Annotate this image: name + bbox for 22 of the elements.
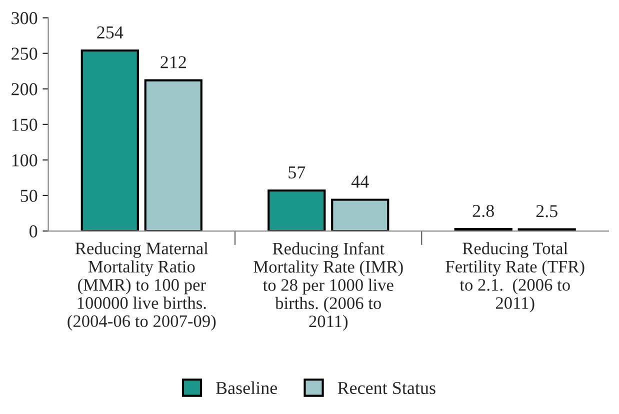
data-label: 2.8 [472, 204, 494, 218]
data-label: 44 [351, 176, 369, 188]
data-label: 57 [288, 166, 306, 178]
y-tick-label: 300 [12, 12, 38, 24]
data-label: 254 [97, 26, 124, 38]
data-label: 212 [160, 56, 186, 68]
x-tick-label: Reducing Infant Mortality Rate (IMR) to 28 per 1000 live births. (2006 to 2011) [254, 242, 403, 331]
y-tick-label: 150 [12, 118, 38, 131]
bar [268, 189, 326, 232]
y-tick-label: 0 [30, 225, 38, 238]
bar [80, 49, 139, 232]
x-tick-label: Reducing Maternal Mortality Ratio (MMR) to 100 per 100000 live births. (2004-06 to 2007-09) [68, 242, 216, 331]
y-tick-label: 100 [12, 154, 38, 166]
data-label: 2.5 [536, 205, 558, 218]
legend-label: Baseline [216, 381, 278, 394]
y-tick-label: 50 [20, 190, 38, 202]
x-tick-label: Reducing Total Fertility Rate (TFR) to 2.1. (2006 to 2011) [446, 242, 584, 312]
bar [144, 79, 202, 232]
bar [331, 198, 390, 232]
legend-label: Recent Status [338, 382, 436, 394]
y-tick-label: 250 [12, 48, 38, 60]
y-tick-label: 200 [12, 83, 38, 96]
